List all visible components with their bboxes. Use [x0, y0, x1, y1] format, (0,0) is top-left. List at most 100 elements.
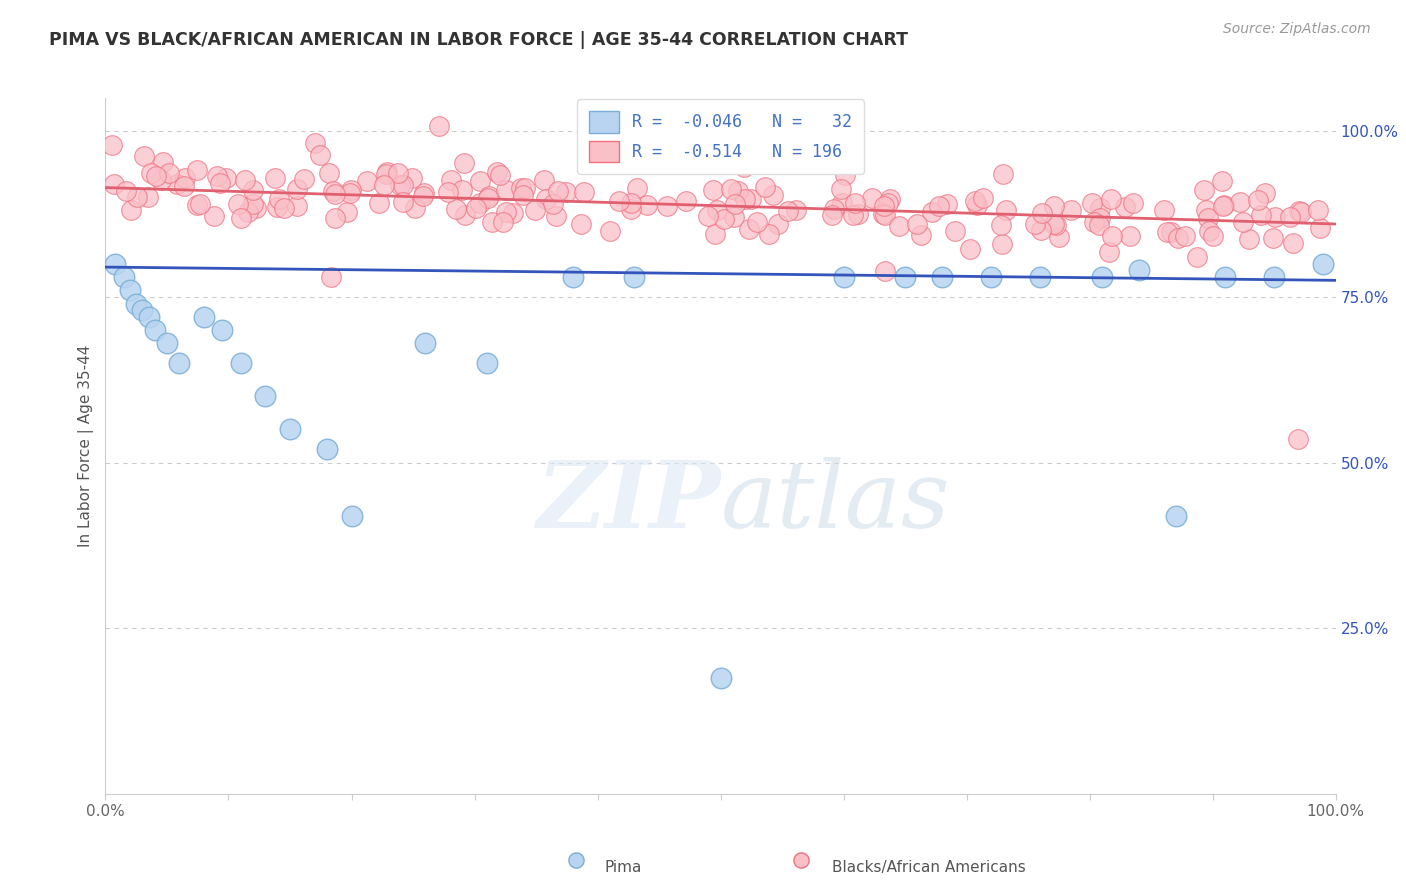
Point: [278, 422, 301, 436]
Point: [120, 283, 141, 297]
Point: [655, 199, 678, 213]
Point: [202, 210, 225, 224]
Point: [928, 199, 950, 213]
Point: [720, 182, 742, 196]
Point: [367, 195, 389, 210]
Point: [273, 201, 295, 215]
Point: [1263, 270, 1285, 285]
Point: [1101, 228, 1123, 243]
Point: [451, 183, 474, 197]
Point: [415, 336, 437, 351]
Point: [910, 227, 932, 242]
Point: [485, 165, 508, 179]
Point: [323, 211, 346, 225]
Point: [464, 201, 486, 215]
Point: [1091, 270, 1114, 285]
Point: [103, 177, 125, 191]
Point: [696, 209, 718, 223]
Point: [1309, 221, 1331, 235]
Point: [959, 243, 981, 257]
Point: [706, 202, 728, 217]
Point: [1261, 231, 1284, 245]
Point: [846, 207, 869, 221]
Text: Pima: Pima: [605, 860, 643, 874]
Point: [889, 219, 911, 234]
Point: [762, 188, 785, 202]
Point: [1306, 202, 1329, 217]
Point: [475, 356, 498, 370]
Point: [980, 270, 1002, 285]
Point: [790, 853, 813, 867]
Point: [703, 227, 725, 241]
Point: [931, 270, 953, 285]
Point: [304, 136, 326, 151]
Point: [562, 270, 585, 285]
Point: [727, 184, 749, 198]
Point: [401, 170, 423, 185]
Point: [1024, 217, 1046, 231]
Point: [872, 207, 894, 221]
Point: [778, 203, 800, 218]
Point: [340, 183, 363, 197]
Point: [823, 202, 845, 216]
Point: [1250, 208, 1272, 222]
Text: ZIP: ZIP: [536, 457, 721, 547]
Point: [623, 270, 645, 285]
Point: [169, 356, 191, 370]
Point: [412, 188, 434, 202]
Point: [713, 211, 735, 226]
Point: [547, 184, 569, 198]
Point: [477, 191, 499, 205]
Point: [392, 178, 415, 192]
Point: [509, 180, 531, 194]
Point: [101, 137, 124, 152]
Point: [620, 202, 643, 217]
Point: [375, 165, 398, 179]
Point: [1278, 211, 1301, 225]
Point: [387, 165, 409, 179]
Point: [860, 191, 883, 205]
Point: [489, 168, 512, 182]
Point: [524, 202, 547, 217]
Point: [569, 217, 592, 231]
Point: [254, 389, 277, 403]
Point: [1185, 251, 1208, 265]
Point: [150, 172, 173, 186]
Point: [502, 206, 524, 220]
Point: [315, 442, 337, 457]
Point: [555, 185, 578, 199]
Point: [966, 197, 988, 211]
Point: [453, 156, 475, 170]
Point: [292, 172, 315, 186]
Point: [211, 323, 233, 337]
Point: [1031, 223, 1053, 237]
Point: [125, 296, 148, 310]
Point: [1174, 229, 1197, 244]
Text: atlas: atlas: [721, 457, 950, 547]
Point: [945, 224, 967, 238]
Point: [214, 170, 236, 185]
Point: [972, 191, 994, 205]
Point: [1286, 433, 1309, 447]
Point: [138, 310, 160, 324]
Point: [1098, 244, 1121, 259]
Point: [873, 208, 896, 222]
Point: [373, 178, 395, 192]
Point: [1081, 195, 1104, 210]
Point: [470, 195, 492, 210]
Legend: R =  -0.046   N =   32, R =  -0.514   N = 196: R = -0.046 N = 32, R = -0.514 N = 196: [578, 100, 863, 174]
Point: [830, 182, 852, 196]
Point: [454, 208, 477, 222]
Point: [173, 178, 195, 193]
Point: [1211, 174, 1233, 188]
Point: [478, 188, 501, 202]
Point: [745, 215, 768, 229]
Point: [492, 215, 515, 229]
Point: [427, 119, 450, 133]
Point: [468, 174, 491, 188]
Point: [1213, 198, 1236, 212]
Point: [733, 160, 755, 174]
Point: [991, 168, 1014, 182]
Point: [263, 170, 285, 185]
Point: [994, 202, 1017, 217]
